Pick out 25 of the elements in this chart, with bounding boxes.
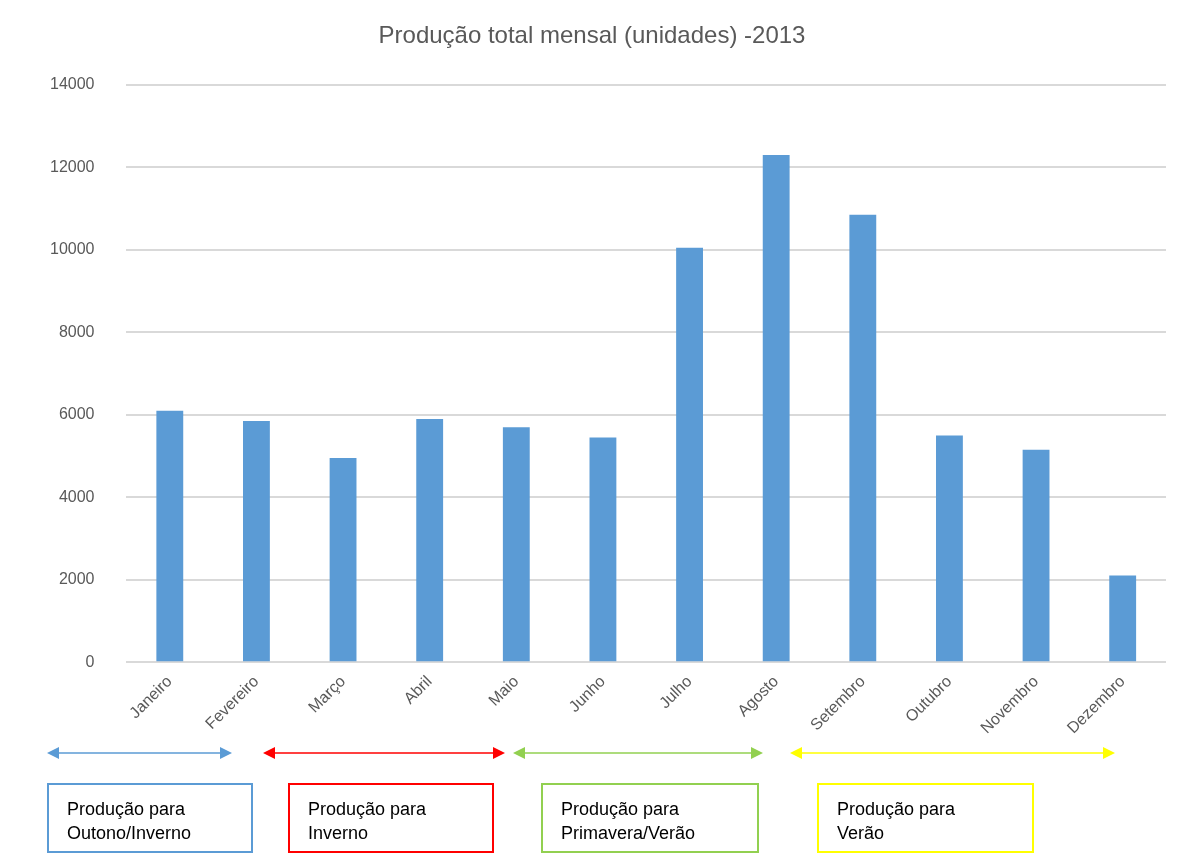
- y-tick-label: 0: [85, 652, 95, 670]
- note-box: Produção para Primavera/Verão: [541, 783, 759, 853]
- bar: [502, 427, 530, 662]
- y-tick-label: 10000: [49, 240, 95, 258]
- y-tick-label: 8000: [58, 322, 95, 340]
- bar: [1109, 575, 1137, 662]
- bar: [329, 458, 357, 662]
- bar: [936, 435, 963, 662]
- y-tick-label: 6000: [58, 405, 95, 423]
- y-tick-label: 4000: [58, 487, 95, 505]
- bar: [589, 437, 617, 662]
- bar: [416, 418, 444, 662]
- bar: [156, 410, 184, 662]
- y-tick-label: 2000: [58, 570, 95, 588]
- bar: [1022, 449, 1050, 662]
- bar: [243, 420, 270, 662]
- y-tick-label: 12000: [49, 157, 95, 175]
- y-tick-label: 14000: [49, 75, 95, 93]
- bar: [849, 214, 877, 662]
- bar: [676, 247, 703, 662]
- note-box: Produção para Verão: [817, 783, 1034, 853]
- note-box: Produção para Outono/Inverno: [47, 783, 253, 853]
- note-box: Produção para Inverno: [288, 783, 494, 853]
- bar: [762, 154, 790, 662]
- chart-title: Produção total mensal (unidades) -2013: [378, 21, 806, 49]
